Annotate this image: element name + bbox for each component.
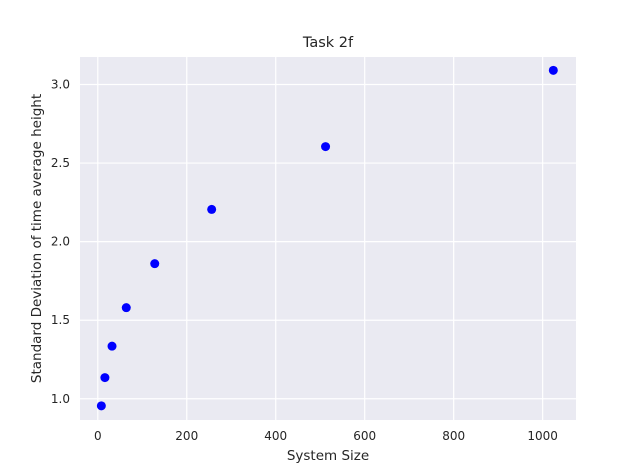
y-axis-label: Standard Deviation of time average heigh… bbox=[29, 94, 45, 383]
x-tick-label: 200 bbox=[175, 429, 198, 443]
data-point bbox=[96, 401, 106, 411]
x-tick-label: 1000 bbox=[527, 429, 558, 443]
x-tick-label: 400 bbox=[264, 429, 287, 443]
chart-title: Task 2f bbox=[302, 35, 354, 51]
data-point bbox=[121, 303, 131, 313]
data-point bbox=[548, 65, 558, 75]
data-points bbox=[96, 65, 558, 411]
x-tick-label: 0 bbox=[94, 429, 102, 443]
y-tick-label: 1.0 bbox=[51, 392, 70, 406]
x-tick-labels: 0 200 400 600 800 1000 bbox=[94, 429, 558, 443]
y-tick-labels: 1.0 1.5 2.0 2.5 3.0 bbox=[51, 78, 70, 406]
y-tick-label: 1.5 bbox=[51, 313, 70, 327]
data-point bbox=[107, 341, 117, 351]
x-tick-label: 600 bbox=[353, 429, 376, 443]
y-tick-label: 3.0 bbox=[51, 78, 70, 92]
data-point bbox=[100, 373, 110, 383]
plot-area bbox=[80, 57, 576, 420]
x-axis-label: System Size bbox=[287, 448, 369, 464]
data-point bbox=[321, 142, 331, 152]
y-tick-label: 2.5 bbox=[51, 156, 70, 170]
x-tick-label: 800 bbox=[442, 429, 465, 443]
y-tick-label: 2.0 bbox=[51, 235, 70, 249]
data-point bbox=[207, 204, 217, 214]
data-point bbox=[150, 259, 160, 269]
grid bbox=[80, 57, 576, 420]
